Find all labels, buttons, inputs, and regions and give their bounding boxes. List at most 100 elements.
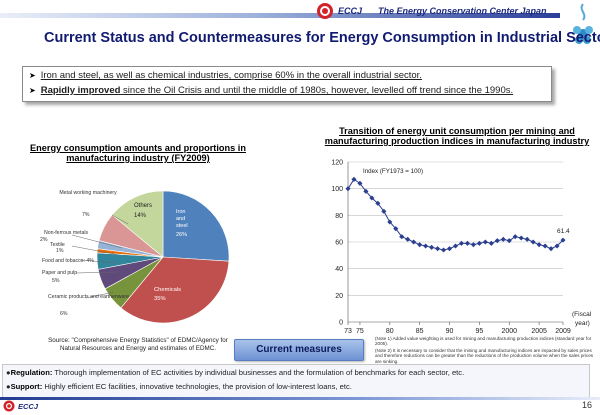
line-point <box>411 239 417 245</box>
page-title: Current Status and Countermeasures for E… <box>44 30 600 46</box>
bullet-dot-icon: ● <box>6 382 11 391</box>
pie-label-others: Others <box>134 203 152 209</box>
bullet-1-text: Iron and steel, as well as chemical indu… <box>40 70 422 81</box>
pie-label-food: Food and tobacco: 4% <box>42 258 94 264</box>
line-point <box>429 244 435 250</box>
pie-label-nonferrous-pct: 2% <box>40 237 48 243</box>
x-tick-label: 85 <box>416 328 424 335</box>
line-point <box>458 240 465 246</box>
line-point <box>524 236 530 242</box>
note-1: (Note 1) Added value weighting is used f… <box>375 336 592 347</box>
pie-label-chem-pct: 35% <box>154 296 166 302</box>
pie-label-metal-working: Metal working machinery <box>59 190 117 196</box>
pie-label-ceramic: Ceramic products and earthenware <box>48 294 129 300</box>
side-emblem-icon <box>566 0 600 60</box>
countermeasure-support: ●Support: Highly efficient EC facilities… <box>6 382 352 391</box>
countermeasure-2-label: Support: <box>10 382 43 391</box>
x-tick-label: 2000 <box>501 328 517 335</box>
notes-block: (Note 1) Added value weighting is used f… <box>375 336 597 365</box>
y-tick-label: 20 <box>335 293 343 300</box>
pie-label-paper: Paper and pulp <box>42 270 77 276</box>
line-point <box>548 246 554 252</box>
y-tick-label: 0 <box>339 320 343 327</box>
header-gradient-bar <box>0 13 560 18</box>
pie-chart-title: Energy consumption amounts and proportio… <box>30 143 246 163</box>
pie-slice-chemicals <box>120 256 230 324</box>
summary-box: ➤ Iron and steel, as well as chemical ind… <box>22 66 552 102</box>
pie-slice-others <box>111 190 164 258</box>
line-point <box>500 236 506 242</box>
countermeasures-box: ●Regulation: Thorough implementation of … <box>2 364 590 398</box>
line-point <box>357 180 363 186</box>
eccj-logo-icon <box>317 3 333 19</box>
line-end-label: 61.4 <box>557 228 570 235</box>
line-point <box>482 239 488 245</box>
line-point <box>345 186 351 192</box>
line-point <box>470 242 476 248</box>
pie-label-iron-2: and <box>176 216 185 222</box>
line-point <box>441 247 447 253</box>
line-point <box>488 240 494 246</box>
y-tick-label: 100 <box>331 186 343 193</box>
line-point <box>494 238 500 244</box>
line-point <box>452 243 459 249</box>
line-point <box>518 235 524 241</box>
countermeasure-1-label: Regulation: <box>10 368 53 377</box>
pie-label-textile-pct: 1% <box>56 248 64 254</box>
x-tick-label: 80 <box>386 328 394 335</box>
x-tick-label: 90 <box>446 328 454 335</box>
line-point <box>476 240 482 246</box>
line-point <box>536 242 542 248</box>
current-measures-button[interactable]: Current measures <box>234 339 364 361</box>
y-tick-label: 40 <box>335 266 343 273</box>
pie-label-chem: Chemicals <box>154 287 181 293</box>
source-note: Source: "Comprehensive Energy Statistics… <box>48 337 228 352</box>
line-point <box>405 236 411 242</box>
pie-label-iron-3: steel <box>176 223 188 229</box>
bullet-dot-icon: ● <box>6 368 11 377</box>
line-point <box>393 226 399 232</box>
arrow-bullet-icon: ➤ <box>29 86 36 95</box>
y-tick-label: 80 <box>335 213 343 220</box>
line-chart-title: Transition of energy unit consumption pe… <box>324 126 590 146</box>
pie-label-textile: Textile <box>50 242 65 248</box>
countermeasure-regulation: ●Regulation: Thorough implementation of … <box>6 368 464 377</box>
line-series-label: Index (FY1973 = 100) <box>363 168 423 175</box>
summary-bullet-1: ➤ Iron and steel, as well as chemical ind… <box>29 70 422 81</box>
x-tick-label: 75 <box>356 328 364 335</box>
pie-label-nonferrous: Non-ferrous metals <box>44 230 89 236</box>
bullet-2-bold: Rapidly improved <box>40 85 121 96</box>
eccj-logo-icon <box>3 400 15 412</box>
pie-label-paper-pct: 5% <box>52 278 60 284</box>
x-tick-label: 2005 <box>531 328 547 335</box>
x-tick-label: 73 <box>344 328 352 335</box>
pie-label-iron-1: Iron <box>176 209 185 215</box>
note-2: (Note 2) It is necessary to consider tha… <box>375 347 594 364</box>
line-point <box>387 219 393 225</box>
y-tick-label: 120 <box>331 160 343 167</box>
line-xlabel-1: (Fiscal <box>572 311 592 318</box>
header-org-full: The Energy Conservation Center Japan <box>378 6 547 16</box>
pie-chart: Metal working machinery 7% Non-ferrous m… <box>40 190 230 324</box>
countermeasure-2-text: Highly efficient EC facilities, innovati… <box>42 382 352 391</box>
pie-label-metal-pct: 7% <box>82 212 90 218</box>
line-point <box>417 242 423 248</box>
line-point <box>464 240 470 246</box>
page-number: 16 <box>582 400 593 410</box>
pie-slice-iron-and-steel <box>162 190 230 262</box>
x-tick-label: 95 <box>475 328 483 335</box>
line-series <box>347 178 564 251</box>
arrow-bullet-icon: ➤ <box>29 71 36 80</box>
countermeasure-1-text: Thorough implementation of EC activities… <box>52 368 465 377</box>
footer-gradient-bar <box>0 397 600 400</box>
bullet-2-rest: since the Oil Crisis and until the middl… <box>120 85 514 96</box>
line-point <box>423 243 429 249</box>
line-point <box>542 243 548 249</box>
line-point <box>446 246 453 252</box>
line-point <box>435 246 441 252</box>
x-tick-label: 2009 <box>555 328 571 335</box>
header-org-short: ECCJ <box>338 6 363 16</box>
pie-label-others-pct: 14% <box>134 213 147 219</box>
footer-org-short: ECCJ <box>18 402 39 411</box>
